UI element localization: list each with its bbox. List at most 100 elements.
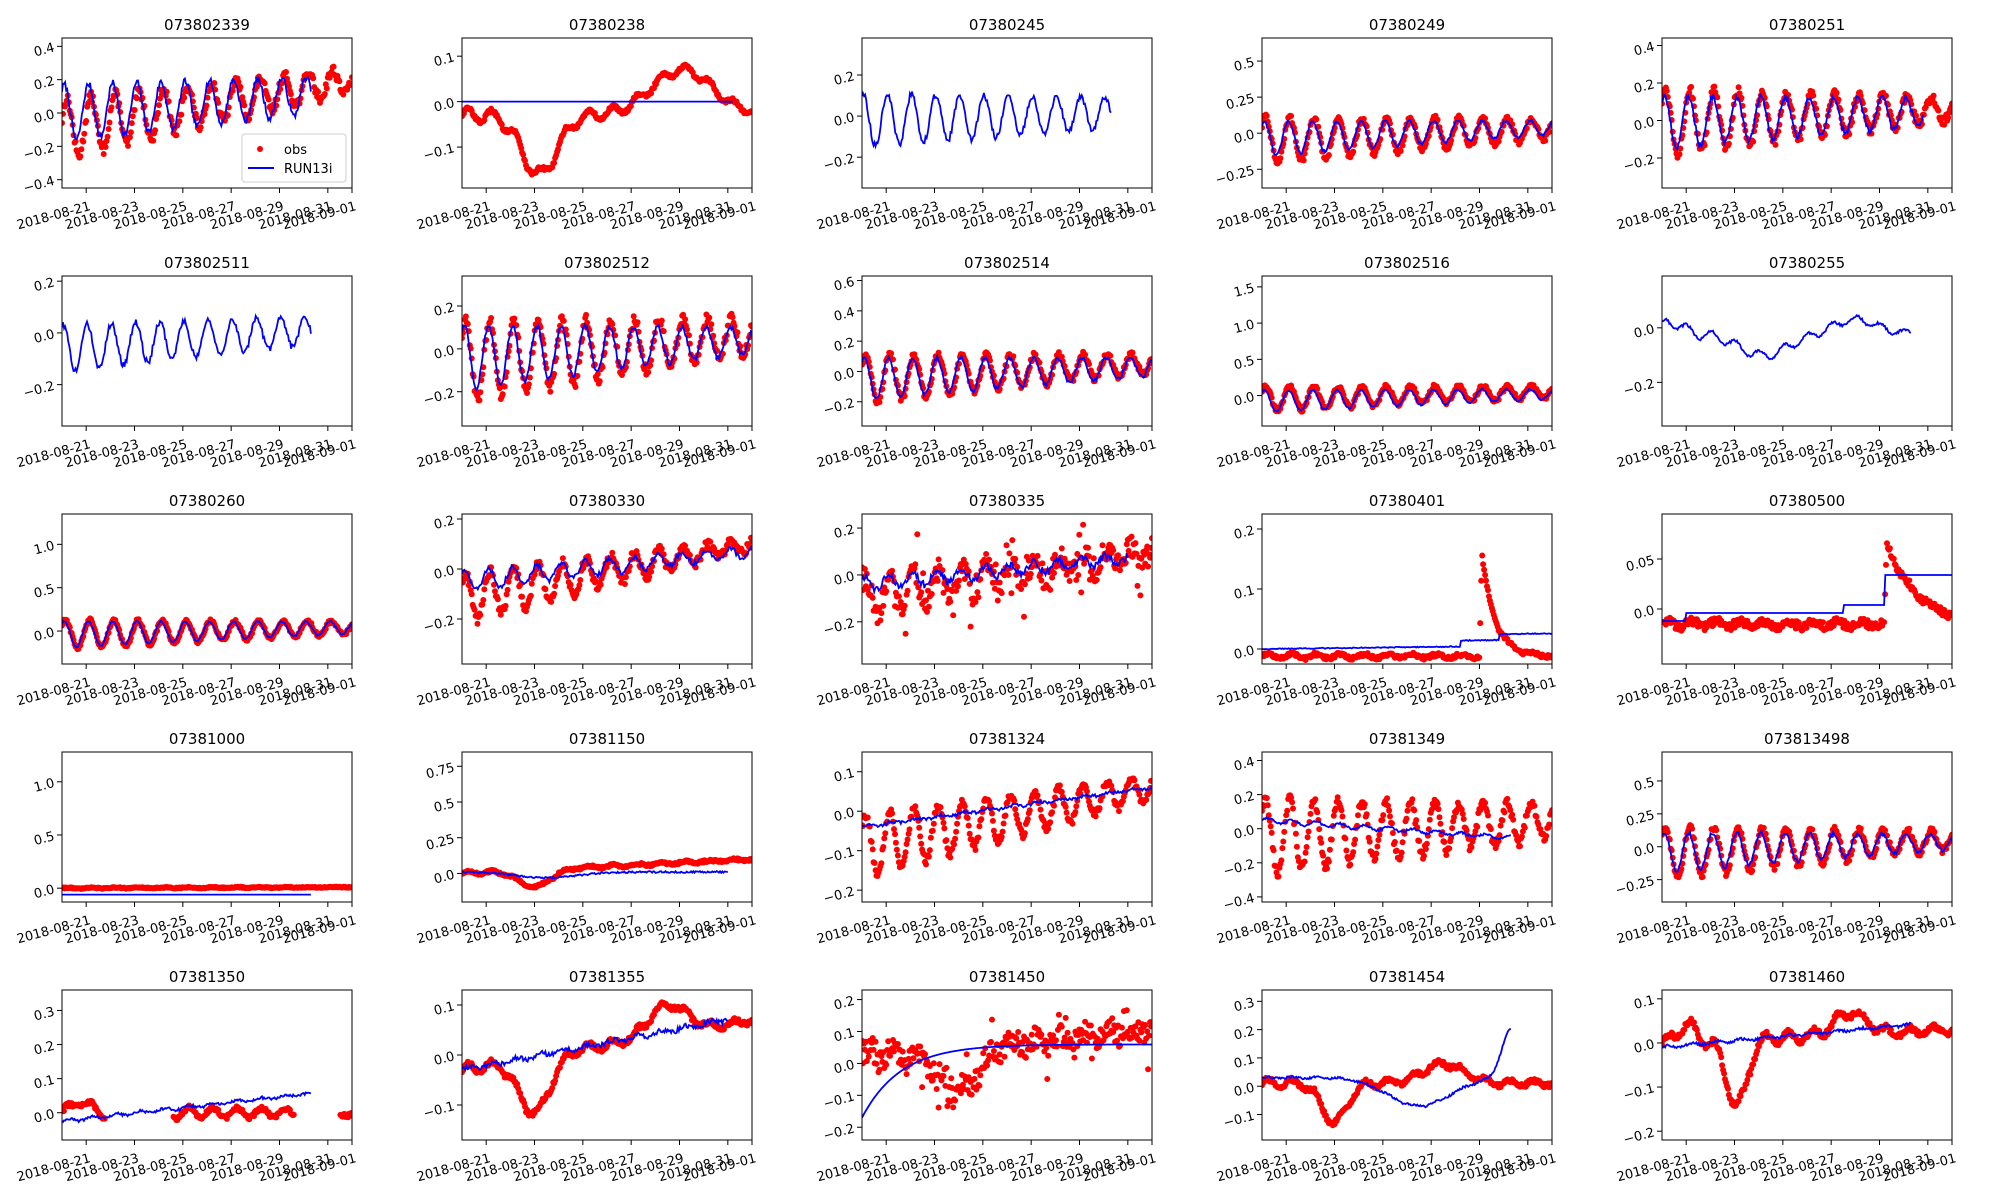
obs-point xyxy=(81,130,88,137)
ytick-label: 0.2 xyxy=(32,74,56,94)
obs-point xyxy=(992,561,999,568)
ytick-label: 0.0 xyxy=(32,625,56,645)
obs-point xyxy=(1132,540,1139,547)
obs-point xyxy=(990,827,997,834)
obs-point xyxy=(904,587,911,594)
axes-frame xyxy=(61,275,353,427)
ytick-label: 0.4 xyxy=(1632,40,1656,60)
obs-point xyxy=(912,803,919,810)
obs-point xyxy=(724,541,731,548)
obs-point xyxy=(229,87,236,94)
axes-frame xyxy=(1261,37,1553,189)
obs-point xyxy=(1935,107,1942,114)
obs-point xyxy=(1350,148,1357,155)
obs-point xyxy=(1883,561,1889,568)
obs-point xyxy=(682,316,689,323)
ytick-label: 0.0 xyxy=(432,343,456,363)
ytick-label: 1.0 xyxy=(32,776,56,796)
obs-point xyxy=(918,589,925,596)
plot-area xyxy=(1662,540,1952,634)
obs-point xyxy=(1032,351,1039,358)
obs-point xyxy=(889,567,896,574)
obs-point xyxy=(1886,545,1893,552)
obs-point xyxy=(1397,148,1404,154)
obs-point xyxy=(555,146,561,153)
obs-point xyxy=(935,349,942,356)
obs-point xyxy=(499,391,506,398)
axes-frame xyxy=(861,513,1153,665)
subplot-grid: 073802339−0.4−0.20.00.20.42018-08-212018… xyxy=(15,16,1958,1185)
ytick-label: 0.5 xyxy=(32,582,56,602)
ytick-label: 0.0 xyxy=(32,882,56,902)
obs-point xyxy=(552,583,559,589)
obs-point xyxy=(340,91,347,98)
obs-point xyxy=(1471,397,1478,404)
plot-area xyxy=(1262,111,1552,167)
obs-point xyxy=(265,96,272,103)
obs-point xyxy=(646,574,653,580)
obs-point xyxy=(1411,385,1418,392)
obs-point xyxy=(1735,621,1742,628)
obs-point xyxy=(476,397,483,404)
obs-point xyxy=(551,160,558,166)
model-line xyxy=(1262,632,1552,651)
obs-point xyxy=(597,581,604,588)
ytick-label: 0.0 xyxy=(832,110,856,130)
obs-point xyxy=(1045,825,1052,832)
axes-frame xyxy=(461,37,753,189)
obs-point xyxy=(925,603,932,610)
ytick-label: 1.0 xyxy=(1232,317,1256,337)
obs-point xyxy=(974,589,981,596)
obs-point xyxy=(1145,563,1152,570)
obs-point xyxy=(1149,777,1152,784)
model-line xyxy=(1662,92,1924,152)
ytick-label: 0.4 xyxy=(832,305,856,325)
obs-point xyxy=(729,314,736,321)
obs-point xyxy=(1018,826,1025,833)
obs-point xyxy=(1024,816,1031,822)
model-line xyxy=(62,75,312,142)
obs-point xyxy=(634,319,641,326)
obs-point xyxy=(1772,141,1779,148)
obs-point xyxy=(349,74,352,81)
obs-point xyxy=(583,311,590,318)
obs-point xyxy=(1677,145,1684,152)
ytick-label: 0.0 xyxy=(1632,603,1656,623)
obs-point xyxy=(1949,611,1952,618)
obs-point xyxy=(526,374,533,381)
obs-point xyxy=(1012,806,1019,813)
obs-point xyxy=(1810,92,1817,99)
obs-point xyxy=(468,591,475,598)
obs-point xyxy=(880,844,887,850)
obs-point xyxy=(80,138,87,145)
obs-point xyxy=(1086,553,1092,560)
ytick-label: 0.2 xyxy=(432,300,456,320)
subplot-title: 07380249 xyxy=(1369,16,1445,34)
obs-point xyxy=(1149,535,1152,542)
obs-point xyxy=(918,840,925,847)
obs-point xyxy=(1267,823,1274,830)
obs-point xyxy=(348,80,352,87)
obs-point xyxy=(62,110,66,117)
obs-point xyxy=(1069,820,1076,827)
obs-point xyxy=(1835,96,1842,103)
obs-point xyxy=(710,332,717,339)
obs-point xyxy=(934,577,941,584)
subplot-title: 073802339 xyxy=(164,16,250,34)
subplot-07380238: 07380238−0.10.00.12018-08-212018-08-2320… xyxy=(415,16,758,233)
obs-point xyxy=(531,571,538,578)
obs-point xyxy=(1725,140,1732,147)
obs-point xyxy=(897,599,904,605)
obs-point xyxy=(1012,555,1019,562)
obs-point xyxy=(1399,142,1406,149)
obs-point xyxy=(336,78,343,85)
obs-point xyxy=(1134,582,1141,589)
obs-point xyxy=(517,581,524,588)
obs-point xyxy=(527,592,534,599)
ytick-label: 0.2 xyxy=(832,69,856,89)
obs-point xyxy=(1270,847,1277,854)
obs-point xyxy=(891,826,897,833)
obs-point xyxy=(1014,816,1021,823)
obs-point xyxy=(1058,353,1065,360)
obs-point xyxy=(955,583,961,590)
